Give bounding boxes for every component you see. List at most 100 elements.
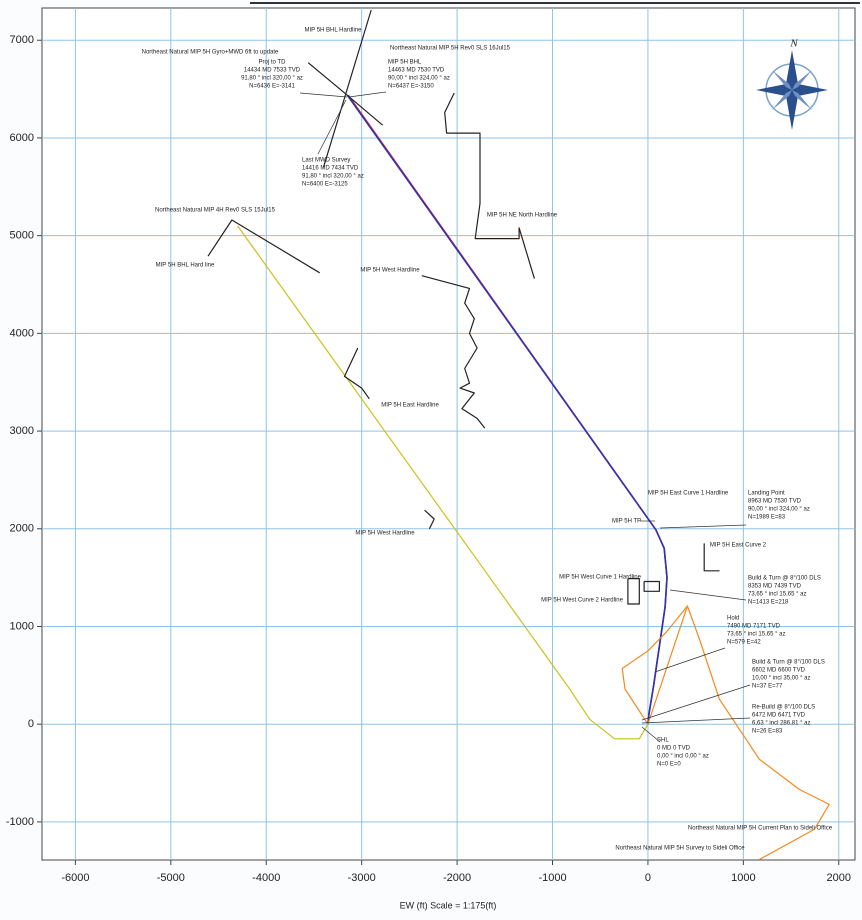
leader-line (641, 684, 751, 721)
series-line (444, 92, 535, 279)
series-line (307, 9, 384, 168)
y-tick-label: 2000 (10, 523, 34, 535)
annotation-text: MIP 5H TP (612, 519, 641, 525)
y-tick-label: 0 (28, 718, 34, 730)
annotation-text: MIP 5H East Curve 1 Hardline (648, 491, 729, 497)
annotation-text: 6,63 ° incl 286,81 ° az (752, 721, 811, 727)
series-label: MIP 5H West Curve 1 Hardline (559, 575, 641, 581)
annotation-text: N=0 E=0 (657, 762, 681, 768)
compass-point (772, 70, 792, 90)
x-tick-label: 1000 (731, 872, 755, 884)
series-line (621, 605, 688, 725)
annotation-text: 91,80 ° incl 320,00 ° az (302, 174, 364, 180)
x-tick-label: -3000 (348, 872, 376, 884)
y-tick-label: 5000 (10, 230, 34, 242)
series-label: Northeast Natural MIP 5H Survey to Sidel… (615, 846, 745, 852)
series-label: Northeast Natural MIP 4H Rev0 SLS 15Jul1… (155, 208, 276, 214)
annotation-text: 0,00 ° incl 0,00 ° az (657, 754, 709, 760)
leader-line (348, 91, 387, 98)
y-tick-label: 3000 (10, 425, 34, 437)
x-tick-label: -1000 (538, 872, 566, 884)
series-label: MIP 5H BHL Hardline (304, 28, 362, 34)
annotation-text: N=6437 E=-3150 (388, 84, 434, 90)
series-label: MIP 5H West Curve 2 Hardline (541, 598, 623, 604)
y-tick-label: 1000 (10, 620, 34, 632)
plot-area (41, 7, 856, 861)
leader-line (641, 717, 751, 724)
annotation-text: 6602 MD 6600 TVD (752, 668, 806, 674)
x-axis-title: EW (ft) Scale = 1:175(ft) (400, 900, 497, 910)
annotation-text: N=1989 E=83 (748, 515, 786, 521)
annotation-text: 14416 MD 7434 TVD (302, 166, 359, 172)
compass-point (786, 50, 798, 90)
y-tick-label: 6000 (10, 132, 34, 144)
series-line (424, 509, 435, 530)
marks (207, 9, 830, 861)
annotation-text: N=6400 E=-3125 (302, 182, 348, 188)
leader-line (299, 92, 348, 98)
annotation-text: Hold (727, 616, 739, 622)
series-line (627, 578, 640, 605)
annotation-text: SHL (657, 738, 669, 744)
annotation-text: 10,00 ° incl 35,00 ° az (752, 676, 811, 682)
annotation-text: Build & Turn @ 8°/100 DLS (752, 660, 825, 666)
x-tick-label: 0 (645, 872, 651, 884)
series-label: MIP 5H NE North Hardline (487, 213, 558, 219)
compass-point (792, 90, 812, 110)
series-line (237, 225, 649, 740)
annotation-text: 8963 MD 7530 TVD (748, 499, 802, 505)
series-label: MIP 5H East Hardline (381, 403, 439, 409)
annotation-text: N=37 E=77 (752, 684, 783, 690)
annotation-text: Landing Point (748, 491, 785, 497)
annotation-text: N=579 E=42 (727, 640, 761, 646)
grid (42, 8, 855, 860)
compass-rose: N (756, 38, 828, 130)
y-tick-label: -1000 (6, 816, 34, 828)
leader-line (641, 726, 661, 743)
annotation-text: 8353 MD 7439 TVD (748, 584, 802, 590)
annotation-text: N=1413 E=218 (748, 600, 789, 606)
compass-north: N (789, 38, 798, 50)
annotation-text: MIP 5H BHL (388, 60, 422, 66)
x-tick-label: 2000 (827, 872, 851, 884)
leader-line (659, 524, 747, 529)
series-line (207, 219, 321, 274)
annotation-text: 90,00 ° incl 324,00 ° az (748, 507, 810, 513)
annotation-text: 14434 MD 7533 TVD (244, 68, 301, 74)
series-label: Northeast Natural MIP 5H Current Plan to… (688, 826, 833, 832)
leader-line (654, 647, 726, 673)
series-label: Northeast Natural MIP 5H Gyro+MWD 6ft to… (142, 50, 279, 56)
series-line (703, 543, 720, 572)
series-line (647, 605, 830, 861)
annotation-text: Last MWD Survey (302, 158, 350, 164)
leader-line (317, 99, 347, 155)
annotation-text: Re-Build @ 8°/100 DLS (752, 705, 815, 711)
annotation-text: 0 MD 0 TVD (657, 746, 691, 752)
annotation-text: N=26 E=83 (752, 729, 783, 735)
compass-point (772, 90, 792, 110)
series-label: MIP 5H BHL Hard line (156, 263, 215, 269)
leader-line (669, 589, 747, 601)
compass-point (756, 84, 792, 96)
annotation-text: 90,00 ° incl 324,00 ° az (388, 76, 450, 82)
annotation-text: 14463 MD 7530 TVD (388, 68, 445, 74)
x-tick-label: -2000 (443, 872, 471, 884)
annotation-text: 6472 MD 6471 TVD (752, 713, 806, 719)
compass-point (792, 84, 828, 96)
series-line (643, 580, 660, 592)
annotation-text: 7490 MD 7171 TVD (727, 624, 781, 630)
x-tick-label: -6000 (61, 872, 89, 884)
series-label: MIP 5H West Hardline (355, 531, 415, 537)
compass-point (792, 70, 812, 90)
series-line (343, 347, 370, 400)
annotation-text: Proj to TD (259, 60, 287, 66)
series-label: Northeast Natural MIP 5H Rev0 SLS 16Jul1… (390, 46, 511, 52)
x-tick-label: -4000 (252, 872, 280, 884)
annotation-text: Build & Turn @ 8°/100 DLS (748, 576, 821, 582)
x-tick-label: -5000 (157, 872, 185, 884)
annotation-text: 91,80 ° incl 320,00 ° az (241, 76, 303, 82)
y-tick-label: 7000 (10, 34, 34, 46)
annotation-text: N=6436 E=-3141 (249, 84, 295, 90)
